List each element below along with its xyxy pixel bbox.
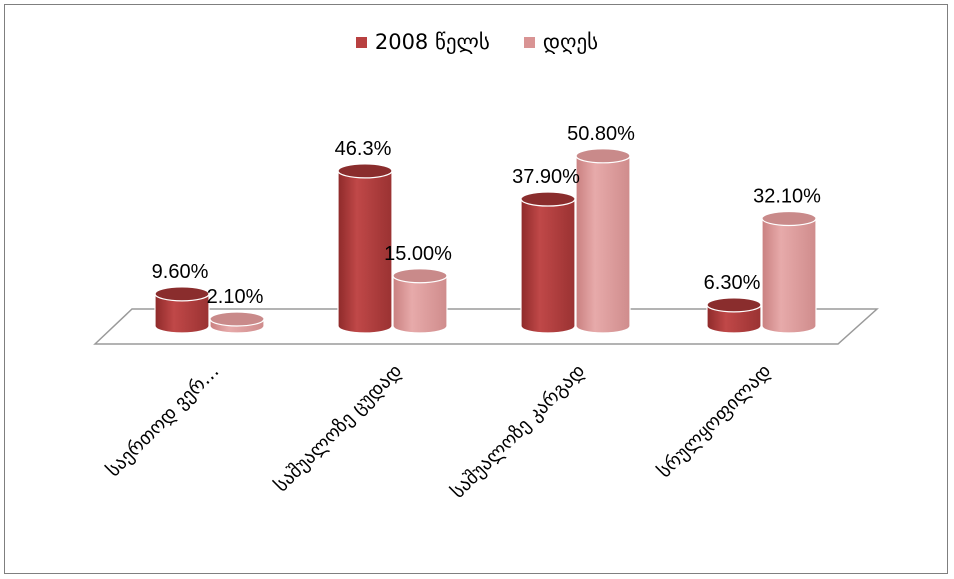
data-label-series1-4: 6.30% (704, 272, 761, 294)
bar-series2-3 (575, 148, 631, 334)
category-label-3: საშუალოზე კარგად (447, 360, 590, 503)
data-label-series2-1: 2.10% (207, 286, 264, 308)
data-label-series1-3: 37.90% (512, 166, 580, 188)
bar-series2-1 (209, 311, 265, 334)
bar-series1-1 (154, 286, 210, 334)
legend-swatch-series-2 (523, 36, 535, 48)
category-label-4: სრულყოფილად (653, 360, 775, 482)
legend-label-series-1: 2008 წელს (374, 30, 490, 54)
bar-series1-4 (706, 297, 762, 334)
bar-series2-2 (392, 268, 448, 334)
bar-series1-2 (337, 163, 393, 334)
data-label-series1-2: 46.3% (335, 138, 392, 160)
legend: 2008 წელს დღეს (0, 30, 954, 54)
chart-floor (93, 308, 879, 345)
data-label-series2-3: 50.80% (567, 123, 635, 145)
legend-label-series-2: დღეს (542, 30, 599, 54)
data-label-series2-2: 15.00% (384, 243, 452, 265)
legend-item-series-1: 2008 წელს (355, 30, 490, 54)
legend-swatch-series-1 (355, 36, 367, 48)
category-label-1: საერთოდ ვერ… (102, 360, 223, 481)
data-label-series1-1: 9.60% (152, 261, 209, 283)
data-label-series2-4: 32.10% (753, 185, 821, 207)
category-label-2: საშუალოზე ცუდად (270, 360, 406, 496)
bar-series2-4 (761, 210, 817, 334)
legend-item-series-2: დღეს (523, 30, 599, 54)
bar-series1-3 (520, 191, 576, 334)
